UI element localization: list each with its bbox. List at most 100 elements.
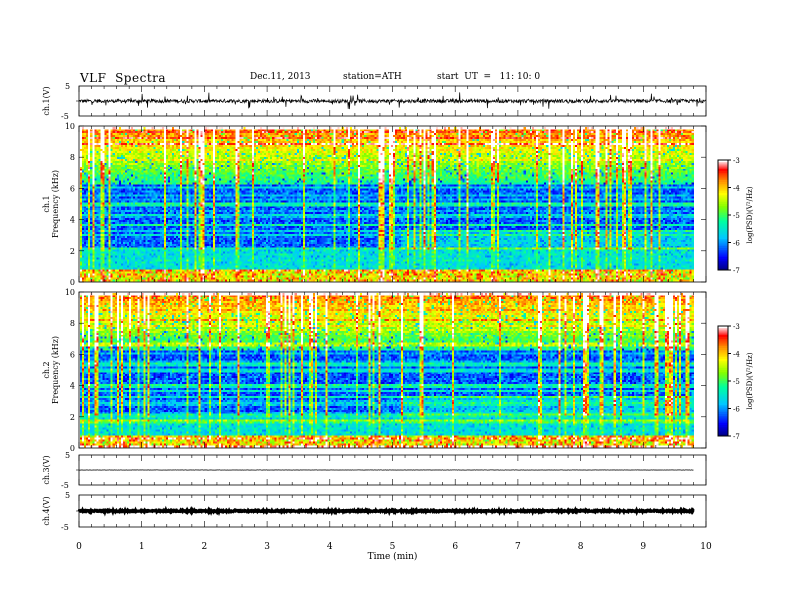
- spectrogram-cell: [111, 238, 113, 240]
- spectrogram-cell: [84, 240, 86, 242]
- spectrogram-cell: [133, 226, 135, 228]
- spectrogram-cell: [84, 176, 86, 178]
- spectrogram-cell: [86, 194, 88, 196]
- spectrogram-cell: [88, 172, 90, 174]
- spectrogram-cell: [113, 214, 115, 216]
- spectrogram-cell: [84, 151, 86, 153]
- spectrogram-cell: [129, 216, 131, 218]
- spectrogram-cell: [119, 271, 121, 273]
- spectrogram-cell: [86, 178, 88, 180]
- spectrogram-cell: [109, 143, 111, 145]
- spectrogram-cell: [111, 133, 113, 135]
- spectrogram-cell: [123, 259, 125, 261]
- spectrogram-cell: [90, 214, 92, 216]
- spectrogram-cell: [119, 245, 121, 247]
- spectrogram-cell: [145, 212, 147, 214]
- spectrogram-cell: [94, 238, 96, 240]
- spectrogram-cell: [113, 174, 115, 176]
- spectrogram-cell: [90, 200, 92, 202]
- spectrogram-cell: [117, 224, 119, 226]
- spectrogram-cell: [141, 253, 143, 255]
- spectrogram-cell: [98, 228, 100, 230]
- spectrogram-cell: [123, 245, 125, 247]
- spectrogram-cell: [105, 178, 107, 180]
- spectrogram-cell: [133, 163, 135, 165]
- spectrogram-cell: [135, 165, 137, 167]
- spectrogram-cell: [82, 238, 84, 240]
- spectrogram-cell: [107, 202, 109, 204]
- spectrogram-cell: [123, 170, 125, 172]
- spectrogram-cell: [90, 172, 92, 174]
- spectrogram-cell: [82, 277, 84, 279]
- spectrogram-cell: [141, 236, 143, 238]
- spectrogram-cell: [117, 196, 119, 198]
- spectrogram-cell: [131, 220, 133, 222]
- spectrogram-cell: [94, 275, 96, 277]
- spectrogram-cell: [117, 214, 119, 216]
- spectrogram-cell: [133, 206, 135, 208]
- spectrogram-cell: [80, 184, 82, 186]
- spectrogram-cell: [109, 176, 111, 178]
- spectrogram-cell: [129, 234, 131, 236]
- spectrogram-cell: [145, 277, 147, 279]
- spectrogram-cell: [113, 149, 115, 151]
- spectrogram-cell: [109, 200, 111, 202]
- spectrogram-cell: [96, 151, 98, 153]
- spectrogram-cell: [135, 155, 137, 157]
- spectrogram-cell: [84, 259, 86, 261]
- spectrogram-cell: [125, 243, 127, 245]
- spectrogram-cell: [88, 257, 90, 259]
- spectrogram-cell: [129, 220, 131, 222]
- spectrogram-cell: [105, 200, 107, 202]
- spectrogram-cell: [115, 210, 117, 212]
- spectrogram-cell: [102, 271, 104, 273]
- spectrogram-cell: [82, 131, 84, 133]
- spectrogram-cell: [137, 129, 139, 131]
- spectrogram-cell: [96, 265, 98, 267]
- spectrogram-cell: [131, 170, 133, 172]
- ch1-waveform-panel: [76, 92, 706, 109]
- spectrogram-cell: [90, 166, 92, 168]
- spectrogram-cell: [125, 275, 127, 277]
- spectrogram-cell: [129, 137, 131, 139]
- spectrogram-cell: [111, 242, 113, 244]
- spectrogram-cell: [139, 192, 141, 194]
- spectrogram-cell: [115, 145, 117, 147]
- spectrogram-cell: [107, 198, 109, 200]
- spectrogram-cell: [86, 186, 88, 188]
- spectrogram-cell: [117, 165, 119, 167]
- spectrogram-cell: [135, 198, 137, 200]
- spectrogram-cell: [123, 230, 125, 232]
- spectrogram-cell: [129, 155, 131, 157]
- spectrogram-cell: [135, 139, 137, 141]
- spectrogram-cell: [102, 147, 104, 149]
- spectrogram-cell: [129, 245, 131, 247]
- spectrogram-cell: [94, 271, 96, 273]
- spectrogram-cell: [125, 161, 127, 163]
- spectrogram-cell: [133, 224, 135, 226]
- spectrogram-cell: [98, 206, 100, 208]
- spectrogram-cell: [90, 129, 92, 131]
- spectrogram-cell: [123, 249, 125, 251]
- spectrogram-cell: [129, 214, 131, 216]
- spectrogram-cell: [86, 263, 88, 265]
- spectrogram-cell: [98, 269, 100, 271]
- spectrogram-cell: [96, 228, 98, 230]
- spectrogram-cell: [139, 245, 141, 247]
- spectrogram-cell: [113, 240, 115, 242]
- spectrogram-cell: [117, 159, 119, 161]
- spectrogram-cell: [115, 153, 117, 155]
- spectrogram-cell: [135, 147, 137, 149]
- spectrogram-cell: [121, 224, 123, 226]
- spectrogram-cell: [127, 253, 129, 255]
- spectrogram-cell: [123, 129, 125, 131]
- spectrogram-cell: [143, 180, 145, 182]
- spectrogram-cell: [111, 251, 113, 253]
- spectrogram-cell: [113, 133, 115, 135]
- spectrogram-cell: [92, 261, 94, 263]
- spectrogram-cell: [98, 161, 100, 163]
- spectrogram-cell: [115, 218, 117, 220]
- spectrogram-cell: [111, 178, 113, 180]
- spectrogram-cell: [141, 170, 143, 172]
- spectrogram-cell: [129, 222, 131, 224]
